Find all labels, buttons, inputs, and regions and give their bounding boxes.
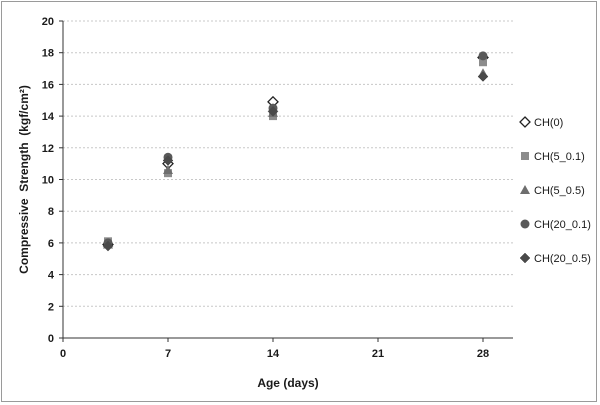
legend-label: CH(20_0.5) (534, 253, 591, 265)
y-tick-label: 16 (42, 79, 54, 91)
y-tick-label: 10 (42, 175, 54, 187)
x-tick-label: 7 (165, 348, 171, 360)
x-tick-label: 0 (60, 348, 66, 360)
y-tick-label: 4 (48, 270, 55, 282)
y-tick-label: 6 (48, 238, 54, 250)
legend-marker (521, 152, 529, 160)
data-point-ch-20-0-5- (162, 155, 174, 166)
legend-marker (520, 219, 530, 229)
data-point-ch-20-0-5- (267, 105, 279, 117)
x-tick-label: 28 (477, 348, 489, 360)
data-point-ch-20-0-1- (478, 51, 488, 61)
x-axis-title: Age (days) (257, 376, 318, 390)
x-tick-label: 14 (267, 348, 280, 360)
legend-label: CH(5_0.1) (534, 151, 585, 163)
data-point-ch-5-0-1- (479, 58, 487, 67)
legend-label: CH(5_0.5) (534, 185, 585, 197)
legend-label: CH(0) (534, 117, 563, 129)
y-tick-label: 14 (42, 111, 55, 123)
y-tick-label: 0 (48, 333, 54, 345)
data-point-ch-20-0-5- (477, 71, 489, 82)
data-point-ch-20-0-5- (102, 240, 114, 252)
y-axis-title: Compressive Strength (kgf/cm²) (17, 85, 31, 274)
y-tick-label: 12 (42, 143, 54, 155)
legend-marker (520, 185, 530, 194)
legend-label: CH(20_0.1) (534, 219, 591, 231)
y-tick-label: 20 (42, 16, 54, 28)
x-tick-label: 21 (372, 348, 384, 360)
legend-marker (519, 252, 531, 264)
legend-marker (519, 116, 531, 128)
y-tick-label: 18 (42, 48, 54, 60)
y-tick-label: 2 (48, 301, 54, 313)
y-tick-label: 8 (48, 206, 54, 218)
data-point-ch-5-0-5- (163, 164, 173, 174)
